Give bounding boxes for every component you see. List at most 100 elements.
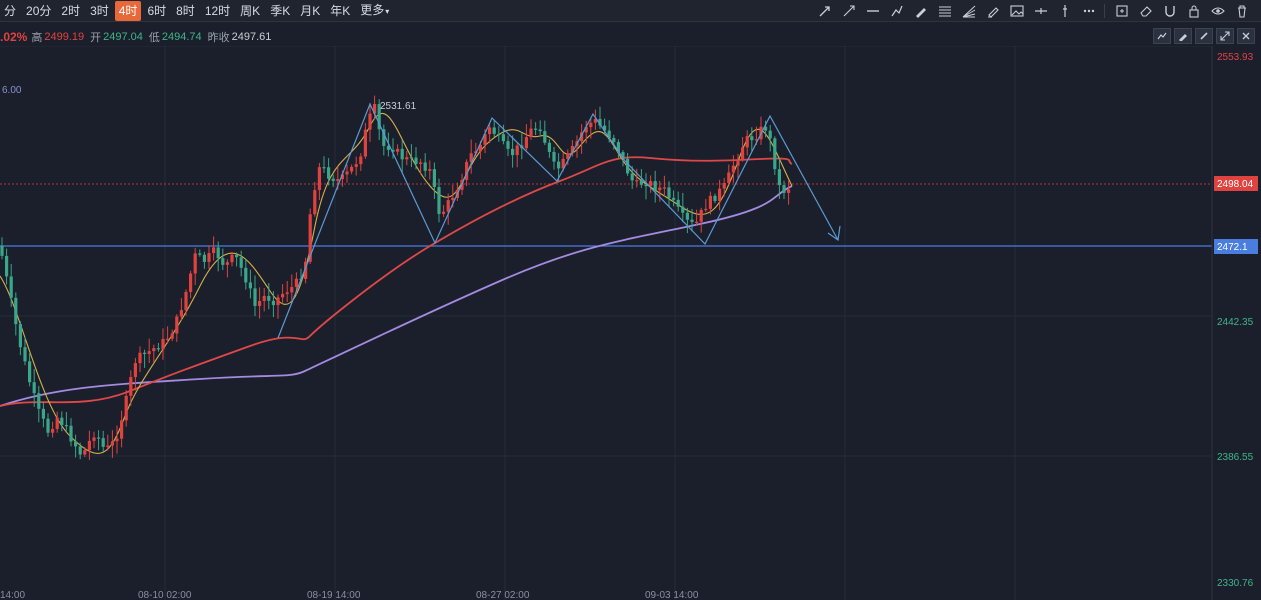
timeframe-7[interactable]: 12时 [204,3,231,18]
candle-body [18,324,22,348]
brush-icon[interactable] [982,1,1004,21]
candle-body [695,221,699,223]
candle-body [405,157,409,160]
candle-body [515,145,519,156]
candle-body [386,145,390,150]
candle-body [764,126,768,131]
quote-summary: .02% 高 2499.19 开 2497.04 低 2494.74 昨收 24… [0,28,277,46]
candle-body [478,144,482,152]
timeframe-2[interactable]: 2时 [61,3,81,18]
candle-body [60,417,64,426]
candle-body [331,178,335,181]
candle-body [143,352,147,355]
candle-body [9,276,13,298]
current-price-tag [1214,176,1258,191]
timeframe-0[interactable]: 分 [4,3,17,18]
note-icon[interactable] [1111,1,1133,21]
more-label: 更多 [360,2,385,17]
candle-body [64,425,68,427]
candle-body [78,446,82,455]
candle-body [557,161,561,169]
ma-mid-line [0,156,793,407]
timeframe-5[interactable]: 6时 [147,3,167,18]
brush-icon[interactable] [1195,28,1213,44]
candle-body [506,141,510,149]
open-label: 开 [90,32,102,44]
moving-average-lines [0,112,793,454]
candle-body [281,293,285,298]
candle-body [46,418,50,433]
candle-body [501,134,505,142]
vertical-line-icon[interactable] [1054,1,1076,21]
candle-body [235,254,239,258]
eye-icon[interactable] [1207,1,1229,21]
candle-body [787,189,791,193]
eraser-icon[interactable] [1135,1,1157,21]
fan-icon[interactable] [958,1,980,21]
candle-body [308,214,312,262]
candle-body [189,273,193,292]
timeframe-4[interactable]: 4时 [114,0,142,21]
magnet-icon[interactable] [1159,1,1181,21]
candlestick-chart[interactable]: 2553.93 2442.35 2386.55 2330.76 2498.04 … [0,46,1261,600]
arrow-line-icon[interactable] [838,1,860,21]
candles [0,95,791,460]
candle-body [442,211,446,214]
y-axis-label: 2553.93 [1217,52,1254,63]
candle-body [267,295,271,301]
timeframe-10[interactable]: 月K [300,3,321,18]
candle-body [782,185,786,193]
candle-body [750,136,754,141]
edit-icon[interactable] [1174,28,1192,44]
candle-body [704,208,708,211]
candle-body [690,219,694,222]
ma-fast-line [0,112,793,454]
y-axis-label: 2330.76 [1217,578,1254,589]
prev-close-value: 2497.61 [231,31,272,43]
more-dots-icon[interactable] [1078,1,1100,21]
zigzag-trend-drawing[interactable] [277,102,839,339]
candle-body [230,254,234,263]
ray-arrow-icon[interactable] [814,1,836,21]
candle-body [359,156,363,165]
candle-body [589,122,593,128]
candle-body [699,209,703,222]
indicator-icon[interactable] [1153,28,1171,44]
candle-body [184,291,188,311]
polyline-icon[interactable] [886,1,908,21]
more-timeframes-button[interactable]: 更多▾ [356,0,393,22]
price-line-icon[interactable] [1030,1,1052,21]
timeframe-9[interactable]: 季K [270,3,291,18]
timeframe-3[interactable]: 3时 [90,3,109,18]
candle-body [327,167,331,179]
arrow-head-drawing[interactable] [827,225,841,242]
candle-body [552,151,556,162]
candle-body [777,169,781,186]
candle-body [262,295,266,301]
candle-body [612,138,616,143]
fullscreen-icon[interactable] [1216,28,1234,44]
trash-icon[interactable] [1231,1,1253,21]
candle-body [639,180,643,185]
candle-body [667,187,671,198]
timeframe-1[interactable]: 20分 [26,3,52,18]
pen-icon[interactable] [910,1,932,21]
horizontal-line-icon[interactable] [862,1,884,21]
candle-body [745,136,749,148]
candle-body [603,125,607,131]
candle-body [55,417,59,429]
candle-body [345,171,349,175]
candle-body [419,162,423,164]
x-axis-label: 08-19 14:00 [307,590,361,600]
x-axis-label: 08-10 02:00 [138,590,192,600]
fibonacci-icon[interactable] [934,1,956,21]
lock-icon[interactable] [1183,1,1205,21]
timeframe-6[interactable]: 8时 [176,3,195,18]
candle-body [138,352,142,364]
close-icon[interactable] [1237,28,1255,44]
image-icon[interactable] [1006,1,1028,21]
timeframe-8[interactable]: 周K [240,3,261,18]
candle-body [409,157,413,159]
timeframe-11[interactable]: 年K [330,3,351,18]
candle-body [685,212,689,220]
